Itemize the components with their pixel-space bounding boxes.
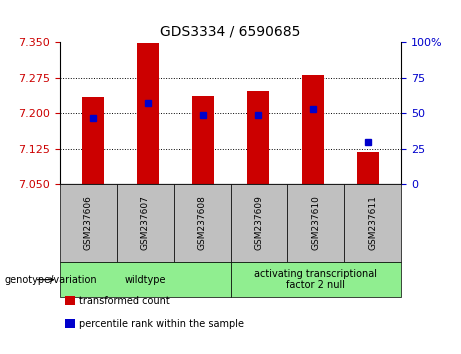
Bar	[302, 75, 324, 184]
Text: GSM237606: GSM237606	[84, 195, 93, 251]
Bar	[82, 97, 104, 184]
Bar	[357, 152, 379, 184]
Text: GSM237610: GSM237610	[311, 195, 320, 251]
Text: GSM237607: GSM237607	[141, 195, 150, 251]
Text: GSM237609: GSM237609	[254, 195, 263, 251]
Text: wildtype: wildtype	[124, 275, 166, 285]
Text: percentile rank within the sample: percentile rank within the sample	[79, 319, 244, 329]
Text: GDS3334 / 6590685: GDS3334 / 6590685	[160, 25, 301, 39]
Bar	[137, 44, 159, 184]
Bar	[192, 96, 214, 184]
Bar	[247, 91, 269, 184]
Text: GSM237611: GSM237611	[368, 195, 377, 251]
Text: activating transcriptional
factor 2 null: activating transcriptional factor 2 null	[254, 269, 377, 291]
Text: genotype/variation: genotype/variation	[5, 275, 97, 285]
Text: GSM237608: GSM237608	[198, 195, 207, 251]
Text: transformed count: transformed count	[79, 296, 170, 306]
